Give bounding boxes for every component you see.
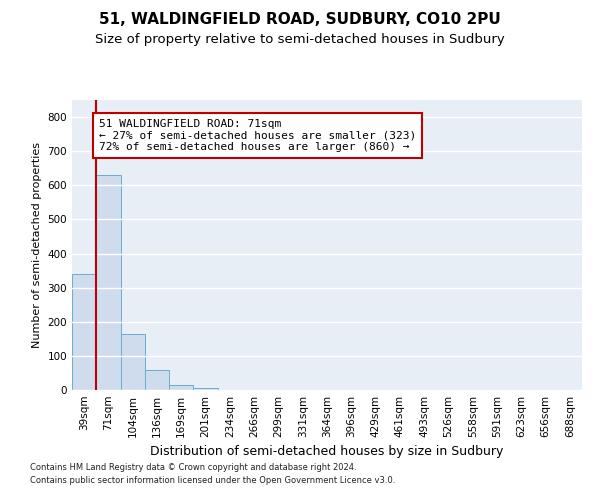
Bar <box>96 175 121 390</box>
Bar <box>193 388 218 390</box>
Bar <box>145 370 169 390</box>
Text: 51 WALDINGFIELD ROAD: 71sqm
← 27% of semi-detached houses are smaller (323)
72% : 51 WALDINGFIELD ROAD: 71sqm ← 27% of sem… <box>99 119 416 152</box>
Bar <box>121 334 145 390</box>
Text: Contains HM Land Registry data © Crown copyright and database right 2024.: Contains HM Land Registry data © Crown c… <box>30 462 356 471</box>
X-axis label: Distribution of semi-detached houses by size in Sudbury: Distribution of semi-detached houses by … <box>151 446 503 458</box>
Text: 51, WALDINGFIELD ROAD, SUDBURY, CO10 2PU: 51, WALDINGFIELD ROAD, SUDBURY, CO10 2PU <box>99 12 501 28</box>
Y-axis label: Number of semi-detached properties: Number of semi-detached properties <box>32 142 42 348</box>
Bar <box>72 274 96 390</box>
Text: Contains public sector information licensed under the Open Government Licence v3: Contains public sector information licen… <box>30 476 395 485</box>
Bar <box>169 385 193 390</box>
Text: Size of property relative to semi-detached houses in Sudbury: Size of property relative to semi-detach… <box>95 32 505 46</box>
